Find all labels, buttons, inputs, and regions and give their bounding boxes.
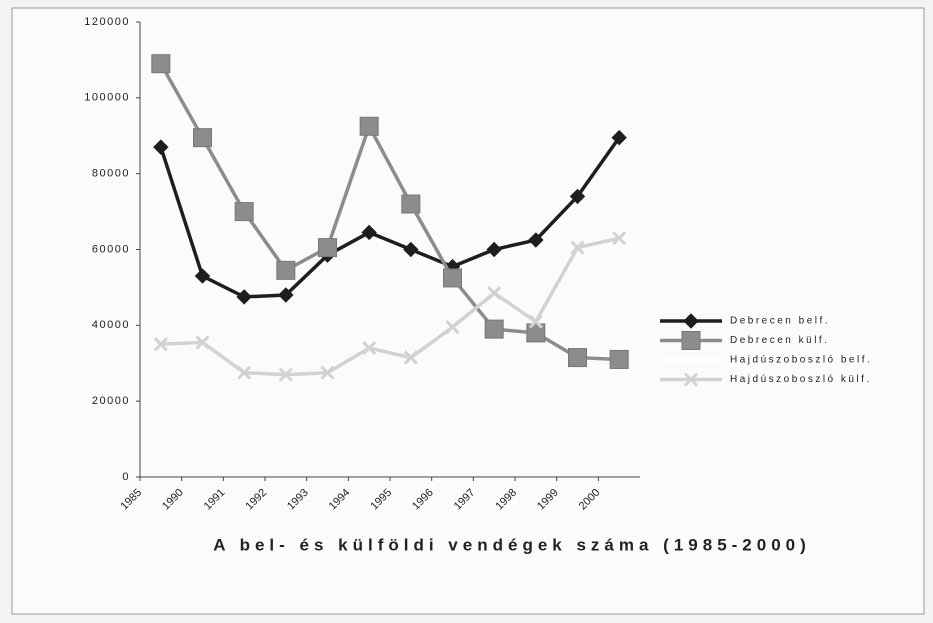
data-point (153, 337, 168, 352)
data-point (361, 224, 377, 241)
data-point (484, 319, 504, 339)
data-point (151, 54, 171, 74)
data-point (528, 232, 544, 248)
data-point (195, 335, 210, 350)
y-tick-label: 60000 (92, 243, 130, 255)
data-point (570, 240, 585, 255)
data-point (153, 139, 169, 155)
y-tick-label: 100000 (84, 92, 130, 104)
data-point (403, 241, 419, 258)
chart-title: A bel- és külföldi vendégek száma (1985-… (213, 535, 811, 554)
legend-label: Hajdúszoboszló külf. (730, 374, 872, 385)
data-point (568, 348, 587, 368)
data-point (401, 194, 421, 214)
data-point (445, 320, 460, 335)
data-point (528, 314, 543, 329)
legend-marker (683, 313, 699, 329)
data-point (487, 286, 502, 301)
data-point (236, 289, 252, 305)
y-tick-label: 0 (122, 471, 130, 483)
legend-marker (683, 372, 699, 387)
data-point (569, 188, 586, 205)
legend-marker (681, 331, 701, 350)
data-point (276, 260, 296, 280)
data-point (443, 268, 462, 288)
legend-label: Hajdúszoboszló belf. (730, 355, 872, 366)
data-point (320, 365, 335, 380)
y-tick-label: 120000 (84, 16, 130, 28)
data-point (278, 367, 293, 382)
y-tick-label: 20000 (92, 395, 130, 407)
data-point (237, 365, 252, 380)
data-point (278, 287, 294, 303)
series-line (159, 136, 621, 299)
y-tick-label: 80000 (92, 168, 130, 180)
data-point (193, 128, 212, 148)
legend-label: Debrecen külf. (730, 335, 829, 346)
data-point (486, 241, 502, 258)
data-point (609, 349, 629, 369)
data-point (611, 129, 627, 146)
data-point (526, 323, 546, 343)
data-point (403, 350, 418, 365)
data-point (612, 231, 627, 246)
data-point (194, 268, 211, 284)
data-point (234, 202, 254, 222)
data-point (362, 341, 377, 356)
chart-frame (11, 7, 925, 615)
legend-label: Debrecen belf. (730, 316, 830, 327)
data-point (359, 116, 379, 136)
data-point (318, 238, 337, 258)
y-tick-label: 40000 (92, 319, 130, 331)
